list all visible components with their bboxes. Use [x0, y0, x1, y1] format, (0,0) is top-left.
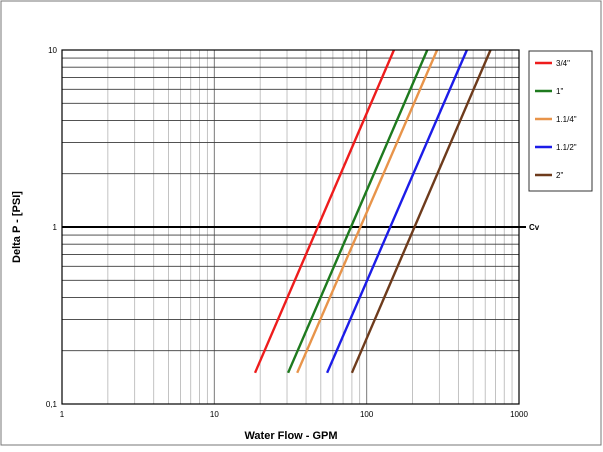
y-axis-title: Delta P - [PSI] [11, 191, 23, 263]
x-tick-label: 1 [60, 410, 65, 419]
legend-label: 3/4" [556, 59, 570, 68]
y-tick-labels: 0,1 1 10 [46, 46, 58, 409]
legend-label: 1.1/2" [556, 143, 577, 152]
x-tick-label: 1000 [510, 410, 528, 419]
series-lines [253, 49, 492, 374]
x-tick-label: 100 [360, 410, 374, 419]
plot-area-border [61, 49, 520, 405]
x-tick-labels: 1 10 100 1000 [60, 410, 529, 419]
y-tick-label: 10 [48, 46, 57, 55]
x-tick-label: 10 [210, 410, 219, 419]
series-line-4 [326, 49, 469, 374]
x-axis-title: Water Flow - GPM [244, 430, 337, 442]
reference-line-label: Cv [529, 223, 540, 232]
legend: 3/4" 1" 1.1/4" 1.1/2" 2" [528, 50, 593, 192]
series-line-3 [296, 49, 439, 374]
series-line-5 [350, 49, 492, 374]
y-tick-label: 0,1 [46, 400, 58, 409]
y-tick-label: 1 [53, 223, 58, 232]
series-line-2 [287, 49, 429, 374]
series-line-1 [253, 49, 396, 374]
legend-box [528, 50, 593, 192]
legend-label: 2" [556, 171, 563, 180]
legend-label: 1.1/4" [556, 115, 577, 124]
major-gridlines [61, 50, 526, 405]
legend-label: 1" [556, 87, 563, 96]
